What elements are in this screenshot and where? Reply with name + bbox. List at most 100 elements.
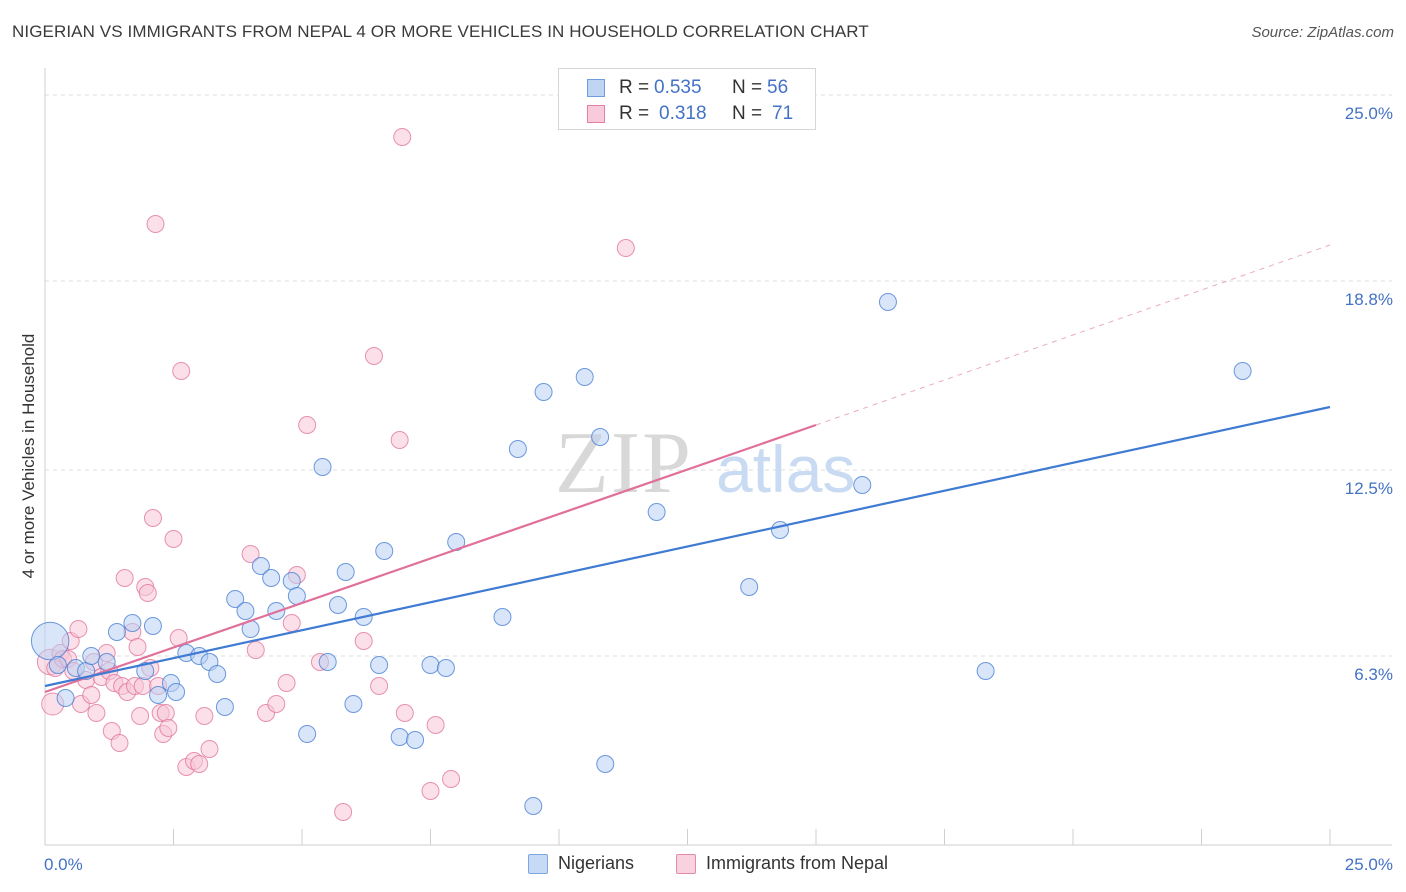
data-point-nepal <box>277 674 296 692</box>
legend-n-label: N = <box>732 103 763 124</box>
watermark: ZIP atlas <box>555 415 855 512</box>
data-point-nigerians <box>421 656 440 674</box>
grid-lines <box>45 94 1392 657</box>
data-point-nigerians <box>313 458 332 476</box>
data-point-nepal <box>159 719 178 737</box>
data-point-nepal <box>87 704 106 722</box>
legend-r-value: 0.535 <box>654 77 702 98</box>
data-point-nigerians <box>336 563 355 581</box>
data-point-nigerians <box>647 503 666 521</box>
trend-line-nepal-extension <box>815 244 1331 426</box>
data-point-nigerians <box>534 383 553 401</box>
watermark-atlas: atlas <box>716 432 855 506</box>
data-point-nepal <box>442 770 461 788</box>
legend-r-label: R = <box>619 103 650 124</box>
data-point-nigerians <box>226 590 245 608</box>
legend-n-value: 71 <box>772 103 794 124</box>
data-point-nepal <box>395 704 414 722</box>
data-point-nepal <box>164 530 183 548</box>
tick-labels: 6.3% 12.5% 18.8% 25.0% 0.0% 25.0% <box>44 104 1393 874</box>
data-point-nepal <box>421 782 440 800</box>
y-tick-label: 6.3% <box>1354 665 1393 684</box>
y-axis-label: 4 or more Vehicles in Household <box>19 334 38 579</box>
data-point-nigerians <box>375 542 394 560</box>
source-label: Source: ZipAtlas.com <box>1251 24 1394 41</box>
data-point-nigerians <box>318 653 337 671</box>
data-point-nepal <box>190 755 209 773</box>
data-point-nigerians <box>136 662 155 680</box>
data-point-nigerians <box>1233 362 1252 380</box>
data-point-nepal <box>390 431 409 449</box>
data-point-nigerians <box>123 614 142 632</box>
data-point-nigerians <box>740 578 759 596</box>
data-point-nepal <box>172 362 191 380</box>
data-point-nepal <box>82 686 101 704</box>
trend-lines <box>44 244 1331 694</box>
y-tick-label: 18.8% <box>1345 290 1393 309</box>
trend-line-nigerians <box>44 405 1331 688</box>
data-point-nigerians <box>143 617 162 635</box>
data-point-nepal <box>393 128 412 146</box>
data-point-nigerians <box>48 656 67 674</box>
data-point-nigerians <box>215 698 234 716</box>
data-point-nigerians <box>591 428 610 446</box>
data-point-nepal <box>115 569 134 587</box>
data-point-nigerians <box>208 665 227 683</box>
legend-swatch-blue <box>587 79 605 97</box>
chart-title: NIGERIAN VS IMMIGRANTS FROM NEPAL 4 OR M… <box>12 22 869 41</box>
data-point-nepal <box>298 416 317 434</box>
series-nigerians-points <box>30 293 1252 815</box>
data-point-nigerians <box>508 440 527 458</box>
legend-r-label: R = <box>619 77 650 98</box>
data-point-nigerians <box>149 686 168 704</box>
data-point-nepal <box>146 215 165 233</box>
data-point-nepal <box>267 695 286 713</box>
data-point-nigerians <box>30 621 70 661</box>
data-point-nepal <box>426 716 445 734</box>
data-point-nigerians <box>107 623 126 641</box>
data-point-nigerians <box>524 797 543 815</box>
axes <box>44 68 1392 846</box>
data-point-nepal <box>282 614 301 632</box>
y-tick-label: 12.5% <box>1345 479 1393 498</box>
data-point-nepal <box>195 707 214 725</box>
data-point-nepal <box>133 677 152 695</box>
data-point-nepal <box>364 347 383 365</box>
data-point-nepal <box>334 803 353 821</box>
data-point-nigerians <box>298 725 317 743</box>
legend-n-value: 56 <box>767 77 789 98</box>
data-point-nigerians <box>596 755 615 773</box>
data-point-nigerians <box>390 728 409 746</box>
data-point-nepal <box>143 509 162 527</box>
data-point-nepal <box>69 620 88 638</box>
data-point-nigerians <box>328 596 347 614</box>
data-point-nigerians <box>262 569 281 587</box>
trend-line-nepal <box>44 423 817 694</box>
data-point-nepal <box>131 707 150 725</box>
data-point-nigerians <box>976 662 995 680</box>
data-point-nigerians <box>236 602 255 620</box>
data-point-nepal <box>200 740 219 758</box>
data-point-nigerians <box>344 695 363 713</box>
data-point-nigerians <box>282 572 301 590</box>
data-point-nepal <box>370 677 389 695</box>
data-point-nepal <box>241 545 260 563</box>
bottom-legend-label: Nigerians <box>558 853 635 873</box>
data-point-nigerians <box>251 557 270 575</box>
data-point-nigerians <box>878 293 897 311</box>
legend-r-value: 0.318 <box>659 103 707 124</box>
bottom-legend-label: Immigrants from Nepal <box>706 853 889 873</box>
data-point-nepal <box>110 734 129 752</box>
data-point-nigerians <box>575 368 594 386</box>
data-point-nigerians <box>370 656 389 674</box>
data-point-nigerians <box>493 608 512 626</box>
x-tick-label: 25.0% <box>1345 855 1393 874</box>
data-point-nigerians <box>406 731 425 749</box>
data-point-nepal <box>138 584 157 602</box>
bottom-legend-swatch-pink <box>676 854 696 874</box>
legend-n-label: N = <box>732 77 763 98</box>
data-point-nepal <box>246 641 265 659</box>
data-point-nepal <box>354 632 373 650</box>
data-point-nepal <box>156 704 175 722</box>
